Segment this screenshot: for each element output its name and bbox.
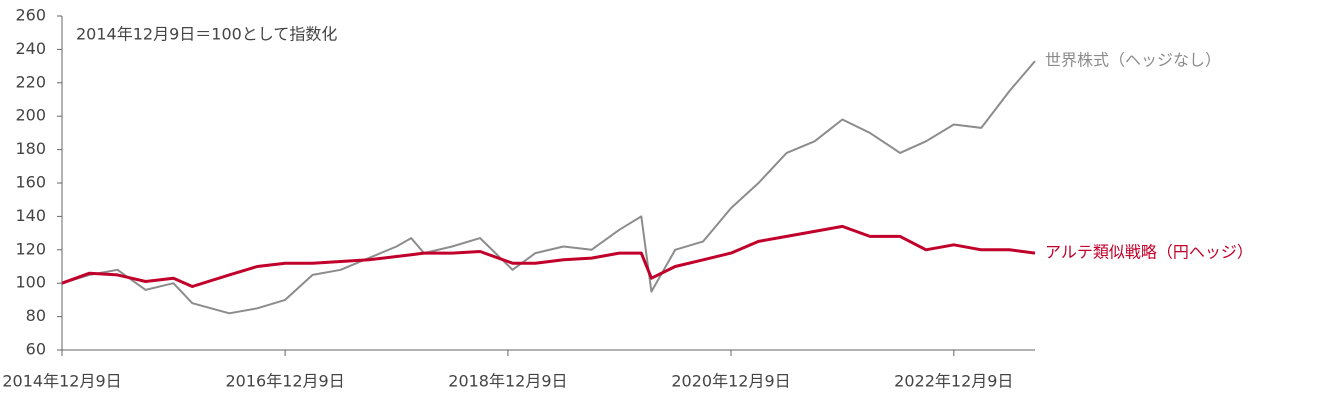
y-tick-label: 60: [26, 340, 46, 359]
annotation: 2014年12月9日＝100として指数化: [76, 25, 337, 44]
y-tick-label: 80: [26, 306, 46, 325]
x-tick-label: 2014年12月9日: [2, 372, 121, 391]
series-line: [61, 224, 1036, 288]
y-tick-label: 220: [15, 72, 46, 91]
x-tick-label: 2020年12月9日: [671, 372, 790, 391]
x-tick-label: 2016年12月9日: [225, 372, 344, 391]
y-tick-label: 260: [15, 6, 46, 25]
y-tick-label: 240: [15, 39, 46, 58]
y-tick-label: 100: [15, 273, 46, 292]
x-tick-label: 2022年12月9日: [894, 372, 1013, 391]
series-label: アルテ類似戦略（円ヘッジ）: [1045, 243, 1253, 262]
x-tick-label: 2018年12月9日: [448, 372, 567, 391]
y-tick-label: 120: [15, 239, 46, 258]
series-line: [61, 60, 1036, 315]
y-tick-label: 140: [15, 206, 46, 225]
y-tick-label: 160: [15, 173, 46, 192]
y-tick-label: 200: [15, 106, 46, 125]
y-tick-label: 180: [15, 139, 46, 158]
series-label: 世界株式（ヘッジなし）: [1045, 51, 1221, 70]
